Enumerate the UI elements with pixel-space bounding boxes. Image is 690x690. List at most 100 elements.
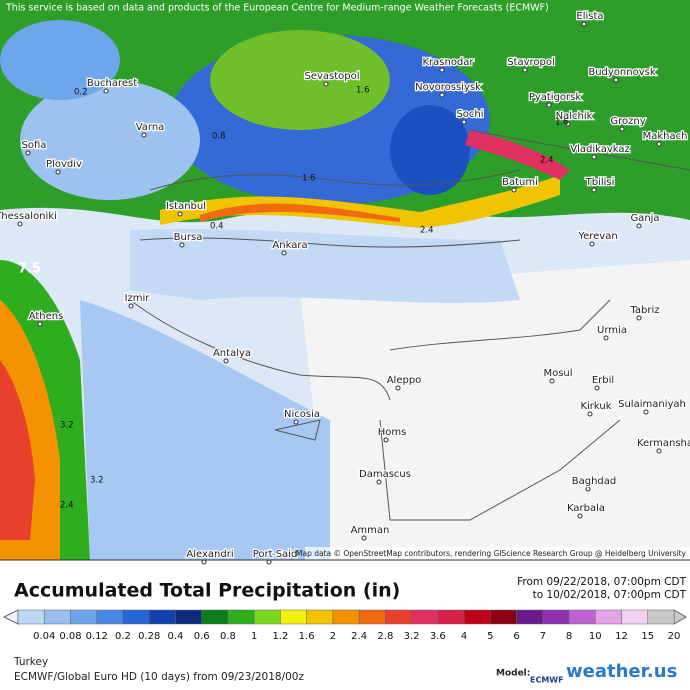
city-label: Kermansha [637,438,690,449]
city-label: Sulaimaniyah [618,399,686,410]
city-dot [395,385,401,391]
city-label: Tabriz [629,305,659,316]
city-dot [179,242,185,248]
city-dot [177,211,183,217]
scale-label: 0.8 [220,631,236,642]
scale-swatch [175,609,202,625]
city-dot [323,81,329,87]
scale-swatch [280,609,307,625]
scale-swatch [306,609,334,625]
city-dot [581,21,587,27]
city-dot [266,559,272,565]
scale-label: 0.2 [115,631,131,642]
scale-label: 10 [589,631,602,642]
city-dot [594,385,600,391]
map: Elista Bucharest Varna Sofia Plovdiv Sevastop… [0,0,690,565]
city-dot [55,169,61,175]
contour-label: 2.4 [60,501,74,511]
city-label: Sofia [22,140,47,151]
city-label: Grozny [610,116,645,127]
scale-swatch [490,609,517,625]
scale-label: 8 [566,631,572,642]
date-from: From 09/22/2018, 07:00pm CDT [517,576,686,588]
city-label: Ankara [272,240,307,251]
city-label: Elista [576,11,603,22]
scale-swatch [148,609,176,625]
header-notice: This service is based on data and produc… [5,3,549,14]
scale-swatch [437,609,465,625]
scale-swatch [201,609,229,625]
scale-label: 3.2 [404,631,420,642]
scale-swatch [358,609,386,625]
contour-label: 7.5 [18,262,41,277]
city-label: Mosul [543,368,572,379]
city-dot [25,150,31,156]
scale-label: 6 [513,631,519,642]
city-label: Makhach [643,131,688,142]
city-label: Urmia [597,325,627,336]
scale-swatch [595,609,622,625]
scale-swatch [568,609,596,625]
city-dot [619,126,625,132]
city-dot [383,437,389,443]
contour-label: 1.6 [356,86,370,96]
scale-swatch [463,609,491,625]
scale-swatch [253,609,281,625]
city-label: Alexandri [186,549,233,560]
city-label: Novorossiysk [415,82,481,93]
scale-label: 2.8 [377,631,393,642]
scale-swatch [516,609,544,625]
city-label: Baghdad [572,476,617,487]
contour-label: 3.2 [90,476,104,486]
city-dot [37,321,43,327]
model-label: Model: [496,669,530,679]
city-dot [439,92,445,98]
city-dot [461,119,467,125]
city-dot [549,378,555,384]
scale-label: 20 [668,631,681,642]
city-dot [128,303,134,309]
city-label: Tbilisi [585,177,615,188]
city-dot [636,315,642,321]
scale-label: 0.28 [138,631,160,642]
contour-label: 0.2 [74,88,88,98]
contour-label: 3.2 [60,421,74,431]
scale-swatch [227,609,255,625]
city-label: Athens [29,311,64,322]
city-dot [201,559,207,565]
brand: weather.us [566,661,677,682]
city-dot [643,409,649,415]
city-dot [281,250,287,256]
scale-swatch [122,609,150,625]
scale-label: 1.2 [272,631,288,642]
scale-label: 0.08 [59,631,81,642]
region: Turkey [13,656,48,668]
scale-label: 0.6 [194,631,210,642]
ecmwf-logo: ECMWF [530,676,564,685]
city-dot [376,479,382,485]
city-label: Thessaloniki [0,211,57,222]
scale-swatch [621,609,649,625]
city-dot [17,221,23,227]
city-dot [546,102,552,108]
city-label: Yerevan [577,231,617,242]
city-label: Vladikavkaz [570,144,630,155]
city-label: Budyonnovsk [588,67,656,78]
city-dot [293,419,299,425]
scale-label: 15 [641,631,654,642]
scale-swatch [17,609,45,625]
city-dot [103,88,109,94]
city-label: Homs [378,427,407,438]
scale-swatch [43,609,71,625]
scale-label: 0.04 [33,631,55,642]
scale-label: 12 [615,631,628,642]
city-label: Izmir [125,293,151,304]
city-label: Nalchik [556,111,593,122]
city-dot [141,132,147,138]
city-dot [361,535,367,541]
scale-swatch [411,609,439,625]
scale-swatch [70,609,97,625]
city-dot [223,358,229,364]
city-label: Kirkuk [580,401,611,412]
